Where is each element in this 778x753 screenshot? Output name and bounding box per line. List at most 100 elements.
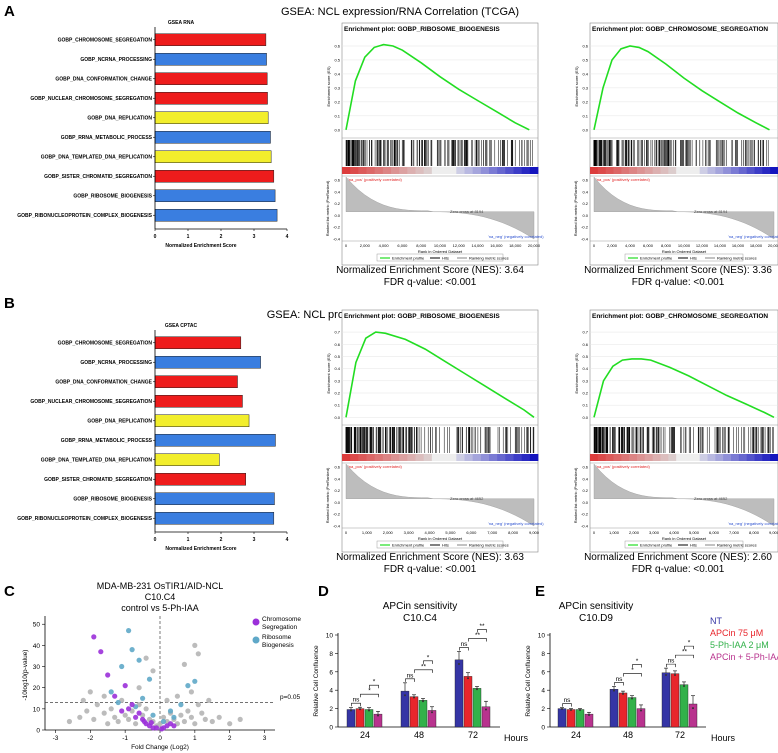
volcano-point bbox=[129, 702, 135, 708]
ranking-gradient-cell bbox=[529, 167, 539, 174]
y-tick-label: 8 bbox=[329, 651, 333, 658]
metric-tick-label: 0.2 bbox=[582, 488, 588, 493]
significance-bracket bbox=[675, 654, 694, 659]
volcano-point bbox=[192, 721, 198, 727]
replicate-dot bbox=[368, 709, 370, 712]
ranking-gradient-cell bbox=[637, 454, 646, 461]
ranking-gradient-cell bbox=[358, 167, 367, 174]
condition-bar bbox=[346, 709, 356, 728]
legend-chrom-label: Chromosome bbox=[262, 616, 301, 623]
p-threshold-label: p=0.05 bbox=[280, 694, 300, 701]
zero-cross-label: Zero cross at 4652 bbox=[694, 496, 728, 501]
nes-bar bbox=[154, 375, 238, 388]
es-tick-label: 0.0 bbox=[334, 127, 340, 132]
ranking-metric-area bbox=[593, 176, 775, 240]
es-tick-label: 0.0 bbox=[582, 415, 588, 420]
y-tick-label: 6 bbox=[329, 669, 333, 676]
x-tick-label: 4,000 bbox=[379, 243, 390, 248]
pos-label: 'na_pos' (positively correlated) bbox=[348, 177, 402, 182]
volcano-point bbox=[188, 689, 194, 695]
nes-bar-label: GOBP_CHROMOSOME_SEGREGATION bbox=[58, 341, 153, 347]
x-tick-label: 1 bbox=[187, 234, 190, 240]
ranking-gradient-cell bbox=[605, 167, 614, 174]
volcano-point bbox=[115, 699, 121, 706]
x-tick-label: 0 bbox=[345, 243, 348, 248]
nes-bar-label: GOBP_DNA_REPLICATION bbox=[87, 419, 152, 425]
x-tick-label: 8,000 bbox=[508, 530, 519, 535]
ranking-gradient-cell bbox=[691, 454, 701, 461]
es-tick-label: 0.6 bbox=[334, 43, 340, 48]
ranking-gradient-cell bbox=[613, 454, 622, 461]
condition-bar bbox=[355, 708, 365, 728]
ranking-gradient-cell bbox=[597, 167, 607, 174]
ranking-gradient-cell bbox=[597, 454, 607, 461]
x-axis-label: Rank in Ordered Dataset bbox=[418, 249, 463, 254]
x-tick-label: 0 bbox=[593, 243, 596, 248]
ranking-gradient-cell bbox=[762, 454, 771, 461]
replicate-dot bbox=[692, 707, 694, 710]
zero-cross-label: Zero cross at 8194 bbox=[450, 209, 484, 214]
es-tick-label: 0.5 bbox=[334, 57, 340, 62]
volcano-point bbox=[140, 695, 146, 701]
volcano-point bbox=[195, 651, 201, 657]
y-axis-label: -10log10(p-value) bbox=[22, 650, 29, 701]
y-tick-label: 20 bbox=[33, 685, 41, 692]
condition-bar bbox=[454, 659, 464, 728]
enrichment-title: Enrichment plot: GOBP_RIBOSOME_BIOGENESI… bbox=[344, 313, 500, 320]
volcano-point bbox=[178, 702, 184, 708]
y-tick-label: 4 bbox=[329, 688, 333, 695]
es-tick-label: 0.2 bbox=[582, 99, 588, 104]
ranking-gradient-cell bbox=[715, 167, 724, 174]
neg-label: 'na_neg' (negatively correlated) bbox=[488, 234, 544, 239]
ranking-gradient-cell bbox=[521, 167, 531, 174]
ranking-metric-area bbox=[345, 463, 535, 527]
caption-a-left-nes: Normalized Enrichment Score (NES): 3.64 bbox=[336, 265, 524, 276]
volcano-point bbox=[192, 678, 198, 684]
nes-bar bbox=[154, 150, 272, 163]
volcano-point bbox=[119, 663, 125, 670]
ranking-gradient-cell bbox=[754, 454, 763, 461]
ranking-gradient-cell bbox=[738, 454, 748, 461]
ranking-gradient-cell bbox=[464, 454, 474, 461]
volcano-point bbox=[126, 628, 132, 634]
y-tick-label: 50 bbox=[33, 622, 41, 629]
significance-label: ns bbox=[564, 697, 572, 704]
x-tick-label: 2 bbox=[220, 234, 223, 240]
metric-axis-label: Ranked list metric (PreRanked) bbox=[325, 467, 330, 523]
ranking-gradient-cell bbox=[660, 167, 669, 174]
volcano-point bbox=[126, 706, 132, 712]
significance-bracket bbox=[360, 693, 379, 698]
x-tick-label: 16,000 bbox=[490, 243, 503, 248]
legend-hits-label: Hits bbox=[442, 543, 449, 548]
metric-tick-label: 0.6 bbox=[582, 465, 588, 470]
legend-hits-label: Hits bbox=[690, 256, 697, 261]
x-tick-label: 5,000 bbox=[689, 530, 700, 535]
x-tick-label: 8,000 bbox=[416, 243, 427, 248]
ranking-gradient-cell bbox=[472, 167, 482, 174]
x-tick-label: 72 bbox=[675, 730, 685, 740]
condition-bar bbox=[566, 709, 576, 728]
es-axis-label: Enrichment score (ES) bbox=[574, 353, 579, 394]
volcano-point bbox=[160, 714, 167, 720]
nes-bar bbox=[154, 434, 276, 447]
y-tick-label: 2 bbox=[329, 706, 333, 713]
enrichment-profile-line bbox=[345, 43, 530, 131]
ranking-gradient-cell bbox=[691, 167, 701, 174]
ranking-gradient-cell bbox=[621, 167, 630, 174]
es-tick-label: 0.7 bbox=[334, 330, 340, 335]
replicate-dot bbox=[588, 714, 590, 717]
condition-bar bbox=[472, 688, 482, 728]
d-hours-label: Hours bbox=[504, 733, 529, 743]
ranking-gradient-cell bbox=[770, 167, 778, 174]
replicate-dot bbox=[579, 708, 581, 711]
volcano-point bbox=[122, 683, 128, 689]
replicate-dot bbox=[674, 674, 676, 677]
replicate-dot bbox=[561, 708, 563, 711]
enrichment-plot-a-chromosome: Enrichment plot: GOBP_CHROMOSOME_SEGREGA… bbox=[573, 22, 778, 266]
nes-bar bbox=[154, 111, 269, 124]
nes-bar-label: GOBP_CHROMOSOME_SEGREGATION bbox=[58, 38, 153, 44]
legend-metric-label: Ranking metric scores bbox=[717, 543, 757, 548]
x-tick-label: 4,000 bbox=[669, 530, 680, 535]
x-tick-label: 10,000 bbox=[678, 243, 691, 248]
panel-a-heading: GSEA: NCL expression/RNA Correlation (TC… bbox=[281, 6, 519, 18]
